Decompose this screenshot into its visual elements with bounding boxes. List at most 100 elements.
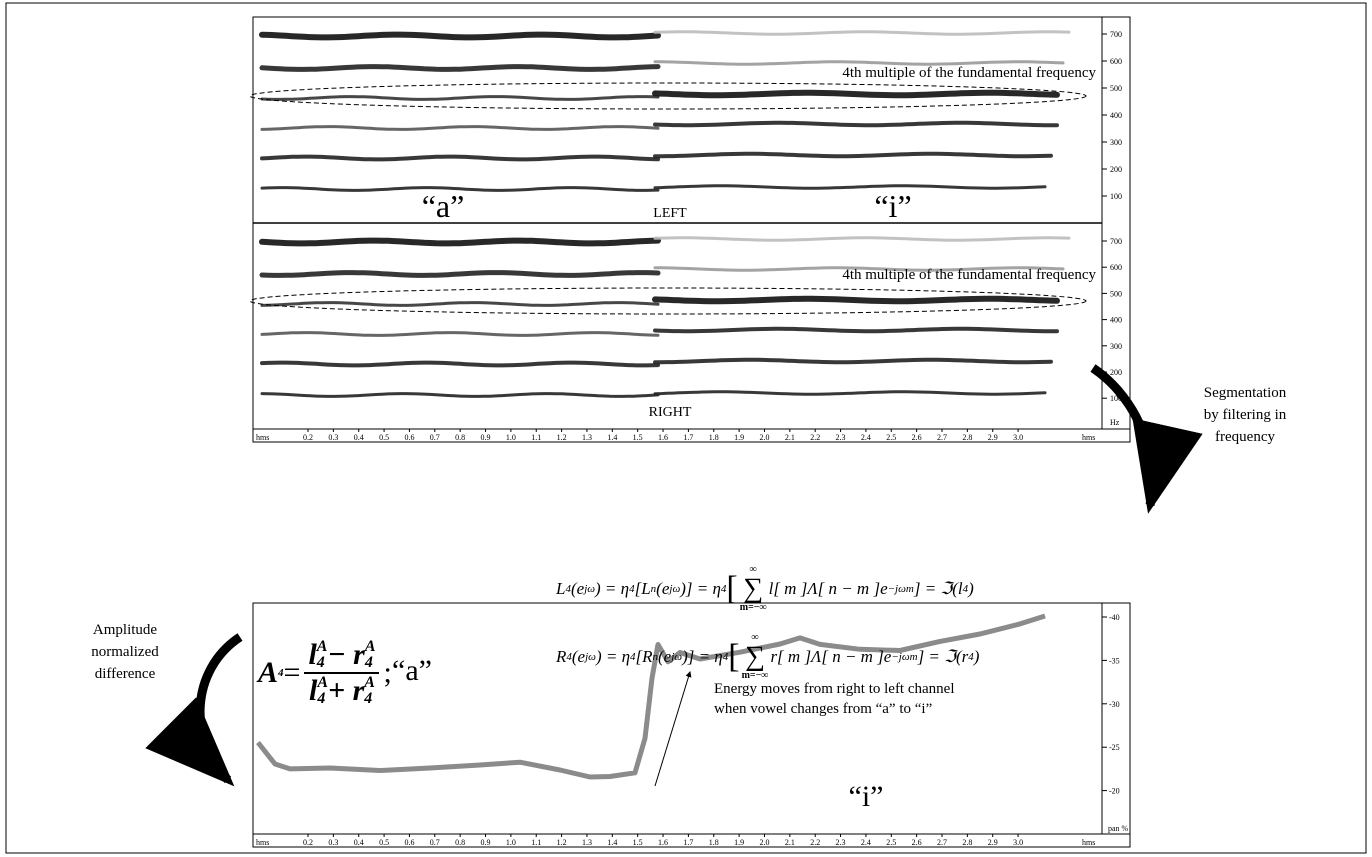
x-tick-label: 0.5 (379, 838, 389, 847)
harmonic-band (262, 97, 658, 100)
x-tick-label: 2.0 (759, 838, 769, 847)
harmonic-band (655, 93, 1057, 95)
figure-canvas: 4th multiple of the fundamental frequenc… (0, 0, 1372, 857)
vowel-label: “a” (392, 654, 432, 687)
equation-part: A (364, 675, 375, 691)
equation-part: [L (635, 579, 651, 599)
x-tick-label: 1.0 (506, 838, 516, 847)
x-tick-label: 1.8 (709, 433, 719, 442)
equation-part: (e (571, 579, 584, 599)
x-tick-label: 2.7 (937, 433, 947, 442)
x-tick-label: 0.6 (404, 838, 414, 847)
x-tick-label: 0.2 (303, 838, 313, 847)
harmonic-band (262, 363, 658, 366)
y-tick-label: 600 (1110, 263, 1122, 272)
y-tick-label: 300 (1110, 342, 1122, 351)
equation-part: ) (974, 647, 980, 667)
equation-group: lA4 + rA4 (305, 674, 379, 708)
x-tick-label: 2.9 (988, 433, 998, 442)
x-unit-label: hms (1082, 433, 1095, 442)
equation-group: A4 (364, 675, 375, 707)
equation-part: ∑ (743, 575, 763, 603)
y-tick-label: -35 (1109, 656, 1120, 665)
x-unit-label: hms (256, 433, 269, 442)
y-tick-label: -30 (1109, 700, 1120, 709)
x-tick-label: 1.4 (607, 433, 617, 442)
equation-part: A (317, 639, 328, 655)
x-tick-label: 1.6 (658, 433, 668, 442)
equation-part: (e (658, 647, 671, 667)
equation-part: m=−∞ (740, 603, 767, 613)
equation-part: A (317, 675, 328, 691)
vowel-label: “a” (422, 188, 465, 224)
x-tick-label: 1.7 (683, 433, 693, 442)
equation-part: A (258, 656, 278, 690)
y-tick-label: -25 (1109, 743, 1120, 752)
side-label: frequency (1215, 429, 1275, 445)
equation-part: [ (726, 570, 737, 608)
x-tick-label: 1.2 (557, 433, 567, 442)
side-label: Amplitude (93, 622, 158, 638)
equation-part: 4 (317, 655, 328, 671)
x-tick-label: 0.5 (379, 433, 389, 442)
x-tick-label: 2.7 (937, 838, 947, 847)
equation-part: A (365, 639, 376, 655)
equation-part: (e (572, 647, 585, 667)
equation-part: ) (968, 579, 974, 599)
equation-part: (e (656, 579, 669, 599)
x-tick-label: 0.9 (481, 838, 491, 847)
y-tick-label: 100 (1110, 192, 1122, 201)
x-tick-label: 0.6 (404, 433, 414, 442)
side-label: difference (95, 666, 156, 682)
harmonic-band (655, 154, 1051, 156)
x-tick-label: 2.9 (988, 838, 998, 847)
y-tick-label: 100 (1110, 394, 1122, 403)
vowel-label: “i” (849, 780, 884, 813)
equation-part: ; (383, 656, 391, 690)
x-tick-label: 2.5 (886, 838, 896, 847)
x-unit-label: hms (256, 838, 269, 847)
x-tick-label: 1.3 (582, 433, 592, 442)
equation-part: ] = ℑ(l (914, 579, 963, 599)
x-tick-label: 1.5 (633, 838, 643, 847)
equation-part: l[ m ]Λ[ n − m ]e (769, 579, 888, 599)
figure: 4th multiple of the fundamental frequenc… (0, 0, 1372, 857)
x-tick-label: 1.9 (734, 838, 744, 847)
x-tick-label: 2.3 (836, 838, 846, 847)
y-tick-label: 600 (1110, 57, 1122, 66)
equation-part: )] = η (680, 579, 721, 599)
harmonic-band (262, 67, 658, 70)
equation-part: )] = η (682, 647, 723, 667)
x-tick-label: 1.3 (582, 838, 592, 847)
equation-part: [R (636, 647, 653, 667)
harmonic-band (262, 273, 658, 276)
equation-part: ) = η (595, 579, 629, 599)
y-tick-label: 700 (1110, 30, 1122, 39)
x-tick-label: 1.9 (734, 433, 744, 442)
equation-part: [ (728, 638, 739, 676)
y-tick-label: -20 (1109, 787, 1120, 796)
equation-part: ∑ (745, 643, 765, 671)
y-tick-label: 400 (1110, 111, 1122, 120)
side-label: normalized (91, 644, 159, 660)
x-tick-label: 0.3 (328, 433, 338, 442)
equation-part: 4 (365, 655, 376, 671)
harmonic-band (262, 241, 658, 244)
equation-part: L (556, 579, 565, 599)
x-tick-label: 2.5 (886, 433, 896, 442)
equation-part: m=−∞ (742, 671, 769, 681)
x-tick-label: 0.7 (430, 433, 440, 442)
y-tick-label: 500 (1110, 84, 1122, 93)
x-tick-label: 1.6 (658, 838, 668, 847)
harmonic-band (655, 329, 1057, 331)
harmonic-band (655, 299, 1057, 301)
x-tick-label: 1.1 (531, 433, 541, 442)
equation-group: ∞∑m=−∞ (742, 633, 769, 681)
annotation: 4th multiple of the fundamental frequenc… (842, 65, 1096, 81)
x-tick-label: 1.1 (531, 838, 541, 847)
y-unit-label: pan % (1108, 824, 1129, 833)
